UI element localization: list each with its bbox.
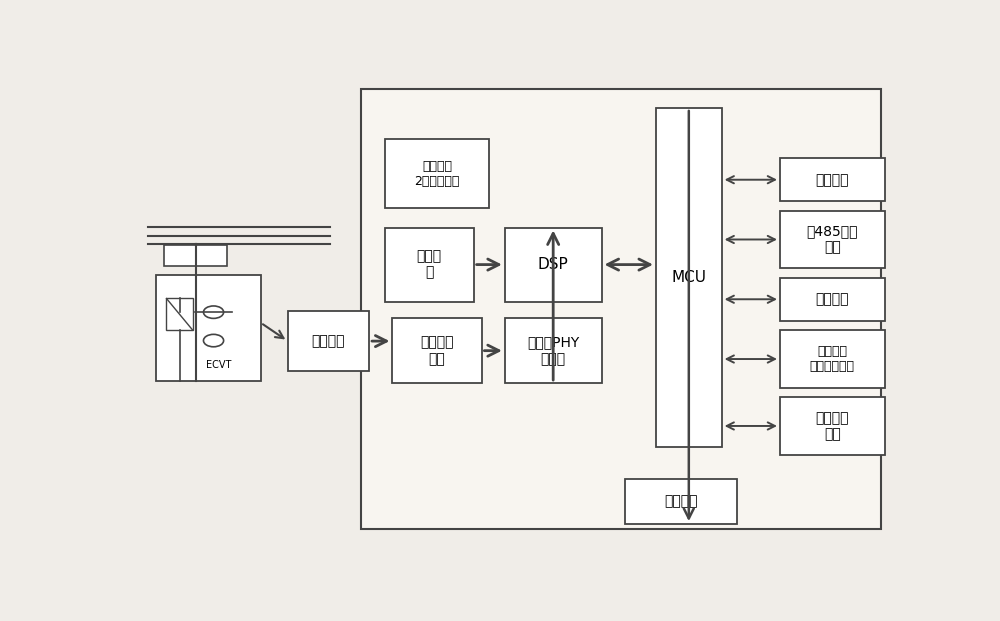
Text: ECVT: ECVT [206,360,231,369]
Bar [780,278,885,321]
Text: 按键模块: 按键模块 [815,292,849,306]
Text: 红外通信
接口: 红外通信 接口 [815,411,849,441]
Bar [288,311,369,371]
Bar [780,211,885,268]
Bar [361,89,881,529]
Text: 双485通讯
接口: 双485通讯 接口 [806,224,858,255]
Bar [385,139,489,209]
Bar [392,319,482,383]
Bar [780,330,885,388]
Bar [156,275,261,381]
Circle shape [203,334,224,347]
Text: 以太网PHY
控制器: 以太网PHY 控制器 [527,335,579,366]
Bar [196,245,227,266]
Bar [780,158,885,201]
Bar [166,299,193,330]
Text: MCU: MCU [671,270,706,285]
Text: 供电单元
2路开关电源: 供电单元 2路开关电源 [414,160,460,188]
Bar [505,319,602,383]
Bar [625,479,737,524]
Text: DSP: DSP [538,257,569,272]
Text: 存储模块: 存储模块 [815,173,849,187]
Bar [656,108,722,448]
Bar [385,227,474,302]
Circle shape [203,306,224,319]
Text: 合并单元: 合并单元 [312,334,345,348]
Bar [780,397,885,455]
Text: 实时时钟: 实时时钟 [664,494,698,508]
Text: 光纤收发
模块: 光纤收发 模块 [420,335,454,366]
Text: 显示模块
各次谐波分量: 显示模块 各次谐波分量 [810,345,855,373]
Bar [164,245,196,266]
Bar [505,227,602,302]
Text: 脉冲控
制: 脉冲控 制 [417,250,442,279]
